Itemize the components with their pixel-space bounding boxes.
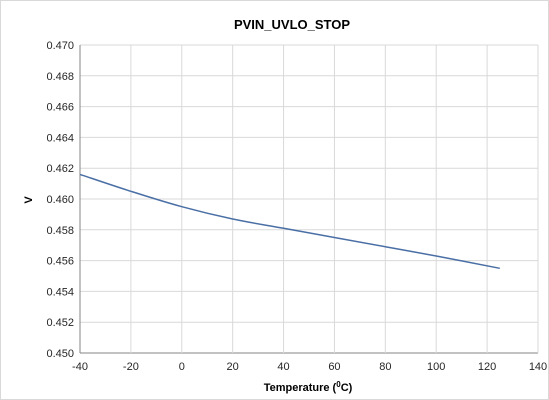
y-tick-label: 0.450 [46,348,74,360]
x-tick-label: 20 [227,361,239,373]
x-axis-label-main: Temperature ( [264,382,337,394]
y-tick-label: 0.452 [46,317,74,329]
y-tick-label: 0.470 [46,40,74,52]
x-tick-label: 60 [328,361,340,373]
x-tick-label: -40 [72,361,88,373]
x-axis-label-superscript: 0 [336,380,341,389]
y-tick-label: 0.458 [46,225,74,237]
y-tick-label: 0.464 [46,132,74,144]
x-tick-label: 100 [427,361,445,373]
x-axis-label-tail: C) [341,382,353,394]
y-tick-label: 0.468 [46,71,74,83]
x-tick-label: 0 [179,361,185,373]
x-tick-label: 80 [379,361,391,373]
x-tick-labels: -40 -20 0 20 40 60 80 100 120 140 [72,361,547,373]
x-axis-label: Temperature (0C) [264,380,353,394]
y-axis-label: V [23,196,35,204]
y-tick-label: 0.460 [46,194,74,206]
x-tick-label: 120 [478,361,496,373]
y-tick-labels: 0.450 0.452 0.454 0.456 0.458 0.460 0.462 0.464… [46,40,74,360]
y-tick-label: 0.466 [46,102,74,114]
y-tick-label: 0.462 [46,163,74,175]
x-tick-label: 40 [277,361,289,373]
x-tick-label: 140 [529,361,547,373]
series-layer [79,173,500,270]
chart-title: PVIN_UVLO_STOP [234,17,350,32]
y-tick-label: 0.454 [46,286,74,298]
y-tick-label: 0.456 [46,256,74,268]
x-tick-label: -20 [123,361,139,373]
grid [79,44,539,354]
series-line [79,173,500,270]
